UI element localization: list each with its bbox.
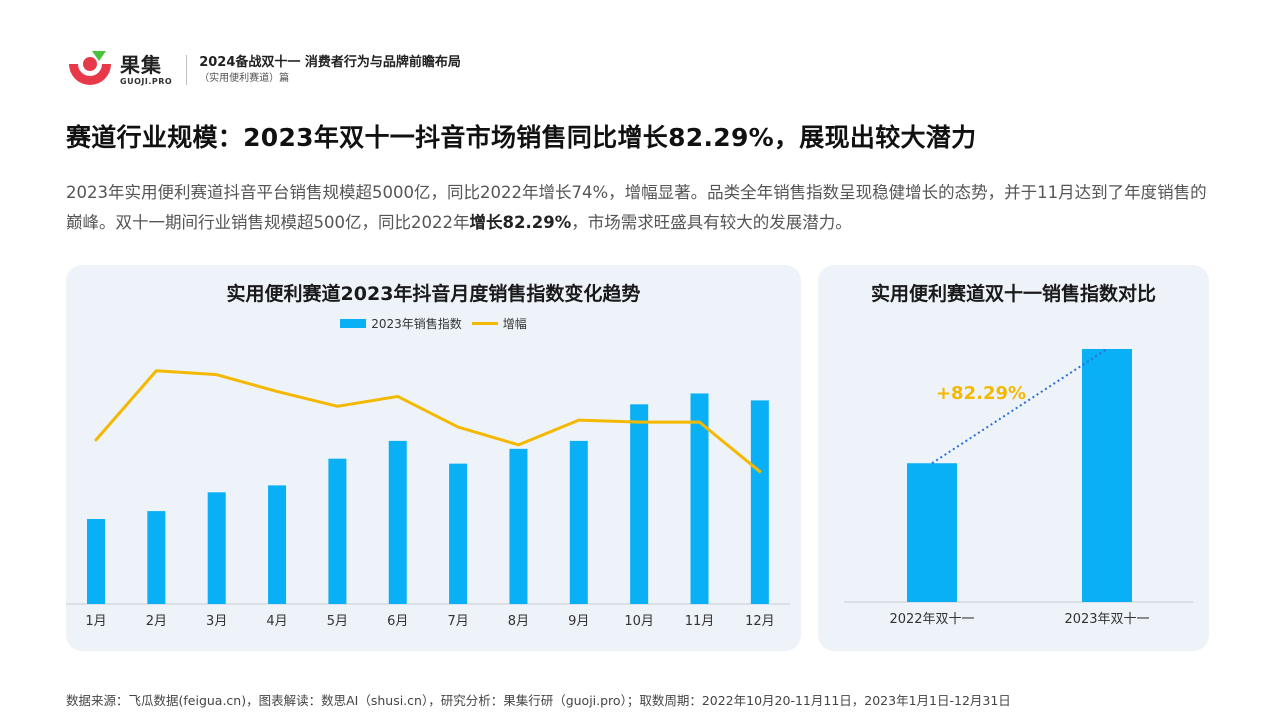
description-text-2: ，市场需求旺盛具有较大的发展潜力。 bbox=[571, 213, 852, 232]
x-tick-label: 11月 bbox=[685, 614, 715, 629]
comparison-chart-title: 实用便利赛道双十一销售指数对比 bbox=[870, 283, 1156, 305]
x-tick-label: 2023年双十一 bbox=[1064, 612, 1149, 627]
bar-8 bbox=[509, 448, 528, 604]
x-tick-label: 4月 bbox=[266, 614, 287, 629]
logo-icon bbox=[66, 50, 114, 90]
report-subtitle: （实用便利赛道）篇 bbox=[199, 73, 290, 84]
report-title: 2024备战双十一 消费者行为与品牌前瞻布局 bbox=[199, 55, 461, 70]
legend-bar-label: 2023年销售指数 bbox=[371, 317, 462, 331]
x-tick-label: 5月 bbox=[327, 614, 348, 629]
growth-dotted-line bbox=[931, 348, 1108, 465]
x-tick-label: 8月 bbox=[508, 614, 529, 629]
header-divider bbox=[186, 55, 188, 85]
bar-5 bbox=[328, 458, 347, 604]
x-tick-label: 10月 bbox=[624, 614, 654, 629]
logo-name: 果集 bbox=[120, 53, 162, 77]
bar-11 bbox=[690, 393, 709, 604]
x-tick-label: 3月 bbox=[206, 614, 227, 629]
legend-item-line: 增幅 bbox=[471, 315, 527, 332]
comparison-chart-card: 实用便利赛道双十一销售指数对比 2022年双十一 2023年双十一 +82.29% bbox=[818, 265, 1209, 651]
bar-10 bbox=[630, 404, 649, 604]
bar-3 bbox=[207, 492, 226, 604]
logo-text: 果集 GUOJI.PRO bbox=[120, 54, 172, 86]
monthly-chart-legend: 2023年销售指数 增幅 bbox=[66, 315, 801, 332]
compare-bar-1 bbox=[907, 463, 957, 602]
legend-line-swatch bbox=[471, 322, 498, 325]
x-tick-label: 7月 bbox=[447, 614, 468, 629]
logo-domain: GUOJI.PRO bbox=[120, 77, 173, 86]
description: 2023年实用便利赛道抖音平台销售规模超5000亿，同比2022年增长74%，增… bbox=[66, 178, 1212, 238]
growth-line bbox=[94, 369, 762, 474]
bar-1 bbox=[87, 518, 105, 604]
growth-annotation: +82.29% bbox=[936, 383, 1026, 404]
x-tick-label: 1月 bbox=[85, 614, 106, 629]
description-text-1: 2023年实用便利赛道抖音平台销售规模超5000亿，同比2022年增长74%，增… bbox=[66, 183, 1207, 232]
monthly-chart-card: 实用便利赛道2023年抖音月度销售指数变化趋势 2023年销售指数 增幅 1月 2… bbox=[66, 265, 801, 651]
bar-6 bbox=[388, 440, 407, 604]
page-title: 赛道行业规模：2023年双十一抖音市场销售同比增长82.29%，展现出较大潜力 bbox=[66, 123, 977, 152]
monthly-chart: 1月 2月 3月 4月 5月 6月 7月 8月 9月 10月 11月 12月 bbox=[66, 369, 790, 629]
bar-2 bbox=[147, 511, 166, 604]
bar-4 bbox=[268, 485, 287, 604]
legend-line-label: 增幅 bbox=[502, 317, 527, 331]
data-source-footer: 数据来源：飞瓜数据(feigua.cn)，图表解读：数思AI（shusi.cn）… bbox=[66, 693, 1011, 708]
monthly-chart-title: 实用便利赛道2023年抖音月度销售指数变化趋势 bbox=[226, 283, 641, 305]
x-tick-label: 2月 bbox=[146, 614, 167, 629]
x-tick-label: 9月 bbox=[568, 614, 589, 629]
x-tick-label: 12月 bbox=[745, 614, 775, 629]
bar-9 bbox=[569, 440, 588, 604]
bar-12 bbox=[750, 400, 769, 604]
bar-7 bbox=[449, 463, 468, 604]
description-highlight: 增长82.29% bbox=[469, 213, 572, 232]
report-info: 2024备战双十一 消费者行为与品牌前瞻布局 （实用便利赛道）篇 bbox=[199, 54, 461, 86]
legend-bar-swatch bbox=[340, 319, 367, 328]
header: 果集 GUOJI.PRO 2024备战双十一 消费者行为与品牌前瞻布局 （实用便… bbox=[66, 50, 461, 90]
comparison-chart: 2022年双十一 2023年双十一 +82.29% bbox=[844, 348, 1193, 627]
x-tick-label: 2022年双十一 bbox=[889, 612, 974, 627]
compare-bar-2 bbox=[1082, 349, 1132, 602]
legend-item-bar: 2023年销售指数 bbox=[340, 315, 462, 332]
x-tick-label: 6月 bbox=[387, 614, 408, 629]
